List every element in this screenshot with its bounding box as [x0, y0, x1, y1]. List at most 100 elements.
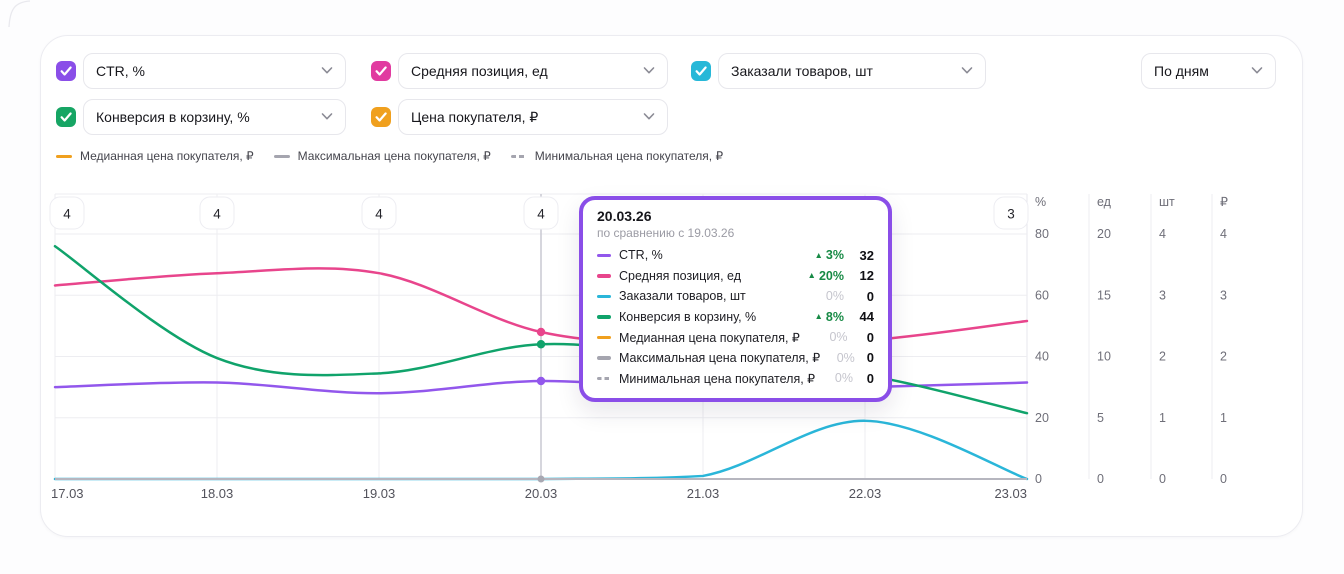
tooltip-swatch-icon	[597, 253, 611, 257]
metric-control-ordered-items: Заказали товаров, шт	[691, 53, 986, 89]
annotation-badge[interactable]	[993, 196, 1029, 230]
tooltip-metric-label: CTR, %	[619, 248, 663, 263]
tooltip-row: Максимальная цена покупателя, ₽ 0% 0	[597, 348, 874, 369]
legend-swatch-icon	[56, 154, 72, 158]
tooltip-swatch-icon	[597, 335, 611, 339]
metric-checkbox-avg-position[interactable]	[371, 61, 391, 81]
tooltip-change: 0%	[834, 371, 853, 386]
axis-tick-label: 3	[1220, 288, 1227, 302]
tooltip-metric-label: Конверсия в корзину, %	[619, 309, 757, 324]
tooltip-metric-label: Заказали товаров, шт	[619, 289, 746, 304]
tooltip-comparison: по сравнению с 19.03.26	[597, 226, 735, 240]
check-icon	[695, 66, 707, 76]
legend-swatch-icon	[510, 154, 527, 158]
x-axis-label: 19.03	[363, 486, 396, 501]
legend-swatch-icon	[273, 154, 290, 158]
chart-legend: Медианная цена покупателя, ₽ Максимальная…	[56, 149, 723, 163]
check-icon	[60, 66, 72, 76]
tooltip-rows: CTR, % ▲ 3% 32 Средняя позиция, ед ▲ 20% 12 Зака…	[597, 245, 874, 389]
period-select[interactable]: По дням	[1141, 53, 1276, 89]
metric-select-value: CTR, %	[96, 63, 145, 79]
metric-select-buyer-price[interactable]: Цена покупателя, ₽	[398, 99, 668, 135]
legend-item: Максимальная цена покупателя, ₽	[273, 149, 491, 163]
tooltip-change: ▲ 3%	[814, 248, 845, 263]
hover-axis-dot	[537, 475, 545, 483]
hover-dot	[536, 376, 546, 386]
metric-select-value: Конверсия в корзину, %	[96, 109, 250, 125]
tooltip-change: ▲ 20%	[807, 268, 844, 283]
axis-tick-label: 2	[1220, 350, 1227, 364]
hover-dot	[536, 327, 546, 337]
check-icon	[375, 66, 387, 76]
chevron-down-icon	[1249, 62, 1265, 81]
legend-label: Минимальная цена покупателя, ₽	[534, 149, 724, 163]
chevron-down-icon	[959, 62, 975, 81]
annotation-badge[interactable]	[523, 196, 559, 230]
axis-tick-label: 80	[1035, 227, 1049, 241]
x-axis-label: 22.03	[849, 486, 882, 501]
legend-label: Максимальная цена покупателя, ₽	[297, 149, 491, 163]
tooltip-row: Конверсия в корзину, % ▲ 8% 44	[597, 307, 874, 328]
axis-tick-label: 20	[1035, 411, 1049, 425]
metric-select-ctr[interactable]: CTR, %	[83, 53, 346, 89]
tooltip-metric-label: Средняя позиция, ед	[619, 268, 741, 283]
metric-select-cart-conversion[interactable]: Конверсия в корзину, %	[83, 99, 346, 135]
annotation-badge-value: 4	[213, 207, 221, 222]
decorative-corner	[8, 0, 31, 28]
annotation-badge[interactable]	[199, 196, 235, 230]
check-icon	[375, 112, 387, 122]
arrow-up-icon: ▲	[807, 270, 816, 281]
tooltip-value: 0	[866, 329, 874, 345]
axis-tick-label: 2	[1159, 350, 1166, 364]
annotation-badge[interactable]	[49, 196, 85, 230]
axis-tick-label: 0	[1159, 472, 1166, 486]
axis-tick-label: 3	[1159, 288, 1166, 302]
period-select-field[interactable]: По дням	[1141, 53, 1276, 89]
chevron-down-icon	[641, 108, 657, 127]
metric-checkbox-cart-conversion[interactable]	[56, 107, 76, 127]
tooltip-swatch-icon	[597, 376, 611, 380]
x-axis-label: 17.03	[51, 486, 84, 501]
axis-unit-label: шт	[1159, 195, 1175, 209]
axis-tick-label: 15	[1097, 288, 1111, 302]
tooltip-swatch-icon	[597, 294, 611, 298]
chevron-down-icon	[319, 62, 335, 81]
metric-select-value: Заказали товаров, шт	[731, 63, 873, 79]
axis-tick-label: 1	[1159, 411, 1166, 425]
tooltip-value: 32	[859, 247, 874, 263]
metric-checkbox-ordered-items[interactable]	[691, 61, 711, 81]
axis-tick-label: 5	[1097, 411, 1104, 425]
annotation-badge-value: 4	[63, 207, 71, 222]
annotation-badge-value: 3	[1007, 207, 1015, 222]
chevron-down-icon	[641, 62, 657, 81]
arrow-up-icon: ▲	[814, 311, 823, 322]
tooltip-value: 44	[859, 309, 874, 325]
legend-label: Медианная цена покупателя, ₽	[80, 149, 254, 163]
axis-tick-label: 0	[1035, 472, 1042, 486]
legend-item: Минимальная цена покупателя, ₽	[510, 149, 724, 163]
period-select-value: По дням	[1154, 63, 1209, 79]
metric-select-value: Цена покупателя, ₽	[411, 108, 539, 125]
axis-tick-label: 4	[1159, 227, 1166, 241]
legend-item: Медианная цена покупателя, ₽	[56, 149, 254, 163]
tooltip-metric-label: Минимальная цена покупателя, ₽	[619, 371, 816, 386]
tooltip-value: 0	[866, 350, 874, 366]
axis-tick-label: 10	[1097, 350, 1111, 364]
tooltip-row: Средняя позиция, ед ▲ 20% 12	[597, 266, 874, 287]
x-axis-label: 23.03	[994, 486, 1027, 501]
tooltip-value: 0	[866, 370, 874, 386]
annotation-badge-value: 4	[537, 207, 545, 222]
tooltip-row: CTR, % ▲ 3% 32	[597, 245, 874, 266]
axis-tick-label: 20	[1097, 227, 1111, 241]
axis-unit-label: ₽	[1220, 195, 1228, 209]
metric-checkbox-ctr[interactable]	[56, 61, 76, 81]
tooltip-change: 0%	[836, 350, 855, 365]
tooltip-swatch-icon	[597, 274, 611, 278]
metric-select-ordered-items[interactable]: Заказали товаров, шт	[718, 53, 986, 89]
axis-tick-label: 0	[1220, 472, 1227, 486]
metric-select-avg-position[interactable]: Средняя позиция, ед	[398, 53, 668, 89]
metric-checkbox-buyer-price[interactable]	[371, 107, 391, 127]
axis-tick-label: 60	[1035, 288, 1049, 302]
annotation-badge[interactable]	[361, 196, 397, 230]
tooltip-value: 12	[859, 268, 874, 284]
